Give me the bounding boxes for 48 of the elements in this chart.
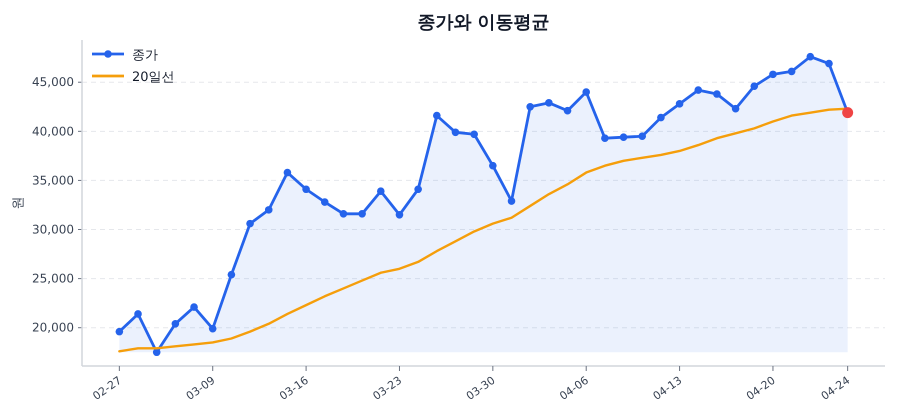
chart-title: 종가와 이동평균: [417, 12, 550, 33]
point: [358, 210, 366, 218]
point: [489, 162, 497, 170]
point: [825, 60, 833, 68]
point: [302, 185, 310, 194]
point: [526, 102, 534, 111]
point: [264, 206, 273, 214]
point: [545, 99, 553, 107]
point: [564, 106, 572, 114]
y-tick-label: 45,000: [32, 75, 74, 90]
point: [694, 86, 702, 94]
point: [713, 90, 721, 98]
point: [320, 198, 329, 206]
point: [769, 70, 777, 78]
point: [208, 324, 217, 332]
point: [620, 133, 628, 142]
point: [601, 134, 609, 142]
point: [508, 197, 516, 205]
point: [340, 210, 348, 218]
point: [134, 310, 142, 318]
point: [246, 220, 254, 228]
point: [284, 168, 292, 176]
y-tick-label: 25,000: [32, 272, 74, 286]
point: [116, 328, 124, 336]
point: [376, 187, 385, 196]
point: [396, 210, 404, 219]
y-tick-label: 30,000: [32, 222, 74, 237]
point: [657, 114, 665, 122]
point: [190, 303, 198, 311]
point: [676, 100, 684, 108]
point: [452, 128, 460, 136]
y-tick-label: 35,000: [32, 173, 74, 188]
point: [732, 104, 740, 113]
point: [788, 68, 796, 76]
point: [414, 185, 422, 194]
point: [172, 320, 180, 328]
point: [433, 112, 441, 120]
point: [470, 130, 478, 138]
y-axis-title: 원: [11, 196, 26, 210]
y-tick-label: 20,000: [32, 320, 74, 335]
point: [228, 270, 236, 278]
point: [750, 82, 758, 90]
legend-label: 20일선: [132, 70, 175, 85]
legend-label: 종가: [132, 48, 158, 63]
point: [806, 52, 814, 60]
point: [582, 88, 590, 96]
y-tick-label: 40,000: [32, 124, 74, 138]
point: [638, 132, 646, 140]
